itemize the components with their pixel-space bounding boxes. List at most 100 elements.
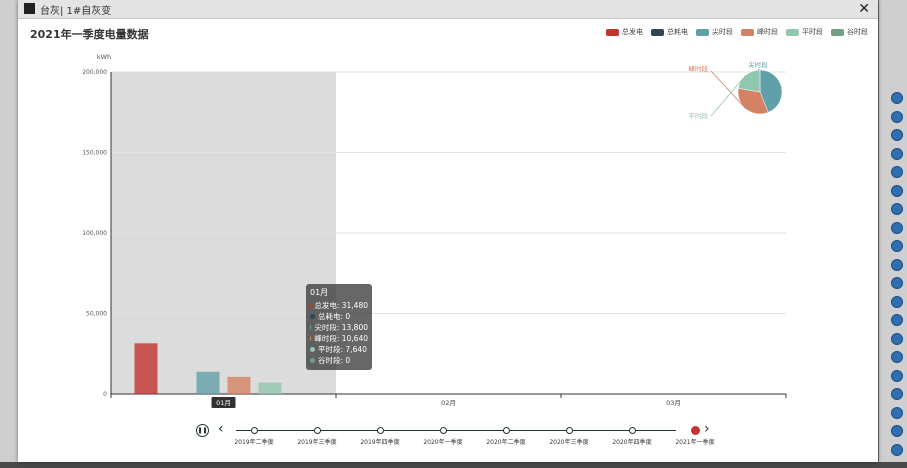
timeline-label[interactable]: 2021年一季度: [675, 439, 715, 446]
x-tick-label: 02月: [441, 399, 456, 407]
tooltip-row: 总发电: 31,480: [310, 300, 368, 311]
background-row-icon: [891, 203, 903, 215]
legend-label: 尖时段: [712, 28, 733, 36]
x-tick-label: 03月: [666, 399, 681, 407]
tooltip-dot: [310, 303, 312, 308]
timeline-label[interactable]: 2020年四季度: [612, 439, 652, 446]
background-row-icon: [891, 240, 903, 252]
chart-tooltip: 01月 总发电: 31,480 总耗电: 0 尖时段: 13,800 峰时段: 10,…: [306, 284, 372, 370]
bar-chart: 0 50,000 100,000 150,000 200,000 kWh 01月 02月 03月…: [82, 53, 787, 408]
y-tick-label: 100,000: [82, 230, 107, 237]
tooltip-row-text: 尖时段: 13,800: [314, 323, 368, 332]
timeline-node[interactable]: [314, 427, 321, 434]
timeline-node[interactable]: [566, 427, 573, 434]
pie-slice: [738, 69, 761, 93]
timeline-node[interactable]: [629, 427, 636, 434]
legend-item[interactable]: 尖时段: [696, 27, 733, 37]
tooltip-dot: [310, 314, 315, 319]
legend-swatch: [831, 28, 844, 36]
timeline-node[interactable]: [377, 427, 384, 434]
background-row-icon: [891, 166, 903, 178]
background-row-icon: [891, 406, 903, 419]
timeline-label[interactable]: 2020年二季度: [486, 439, 526, 446]
y-tick-label: 200,000: [82, 69, 107, 76]
y-axis-unit: kWh: [97, 53, 111, 61]
dialog-titlebar: 台灰| 1#自灰变 ✕: [18, 0, 878, 19]
background-app-right: [879, 0, 907, 468]
pie-label-line: [757, 68, 782, 89]
chart-legend: 总发电 总耗电 尖时段 峰时段 平时段 谷时段: [606, 27, 868, 37]
timeline-node[interactable]: [440, 427, 447, 434]
tooltip-row: 总耗电: 0: [310, 311, 368, 322]
background-app-bottom: [0, 462, 907, 468]
y-tick-label: 50,000: [86, 311, 107, 318]
timeline-track: [236, 430, 676, 431]
legend-label: 峰时段: [757, 28, 778, 36]
pause-icon[interactable]: ❚❚: [196, 424, 209, 437]
pie-label: 平时段: [689, 111, 709, 120]
legend-label: 谷时段: [847, 28, 868, 36]
background-row-icon: [891, 388, 903, 400]
background-row-icon: [891, 147, 903, 160]
background-row-icon: [891, 277, 903, 289]
background-row-icon: [891, 425, 903, 437]
dialog-title: 台灰| 1#自灰变: [40, 6, 112, 17]
legend-swatch: [741, 28, 754, 36]
bar: [227, 376, 251, 394]
legend-item[interactable]: 峰时段: [741, 27, 778, 37]
background-row-icon: [891, 295, 903, 308]
background-row-icon: [891, 129, 903, 141]
background-row-icon: [891, 92, 903, 104]
timeline-label[interactable]: 2019年四季度: [360, 439, 400, 446]
legend-swatch: [606, 28, 619, 36]
x-tick-label: 01月: [216, 399, 231, 407]
timeline-label[interactable]: 2019年二季度: [234, 439, 274, 446]
background-row-icon: [891, 184, 903, 197]
pie-label: 尖时段: [748, 60, 768, 69]
legend-item[interactable]: 总发电: [606, 27, 643, 37]
timeline-node[interactable]: [251, 427, 258, 434]
timeline-label[interactable]: 2019年三季度: [297, 439, 337, 446]
background-app-left: [0, 0, 18, 468]
background-row-icon: [891, 258, 903, 271]
legend-label: 总耗电: [667, 28, 688, 36]
background-row-icon: [891, 332, 903, 345]
timeline-next-icon[interactable]: ›: [704, 421, 710, 437]
tooltip-row-text: 总耗电: 0: [318, 312, 351, 321]
tooltip-row-text: 总发电: 31,480: [314, 301, 368, 310]
tooltip-row: 峰时段: 10,640: [310, 333, 368, 344]
background-row-icon: [891, 351, 903, 363]
tooltip-dot: [310, 325, 312, 330]
y-tick-label: 150,000: [82, 150, 107, 157]
legend-label: 平时段: [802, 28, 823, 36]
legend-swatch: [786, 28, 799, 36]
tooltip-row: 平时段: 7,640: [310, 344, 368, 355]
close-button[interactable]: ✕: [858, 1, 870, 17]
chart-title: 2021年一季度电量数据: [30, 28, 149, 41]
background-row-icon: [891, 369, 903, 382]
background-row-icon: [891, 110, 903, 123]
tooltip-row-text: 平时段: 7,640: [318, 345, 367, 354]
timeline-node[interactable]: [691, 426, 700, 435]
tooltip-row: 尖时段: 13,800: [310, 322, 368, 333]
y-tick-label: 0: [103, 391, 107, 398]
legend-item[interactable]: 谷时段: [831, 27, 868, 37]
window-icon: [24, 3, 35, 14]
legend-swatch: [651, 28, 664, 36]
background-row-icon: [891, 443, 903, 456]
timeline-label[interactable]: 2020年三季度: [549, 439, 589, 446]
legend-item[interactable]: 总耗电: [651, 27, 688, 37]
tooltip-dot: [310, 358, 315, 363]
bar: [258, 382, 282, 394]
pie-label-line: [710, 74, 747, 117]
background-row-icon: [891, 221, 903, 234]
legend-item[interactable]: 平时段: [786, 27, 823, 37]
x-label-highlight: [211, 397, 236, 408]
background-row-icon: [891, 314, 903, 326]
pie-label-line: [710, 70, 747, 110]
timeline: ❚❚ ‹ › 2019年二季度 2019年三季度 2019年四季度 2020年一季度 2…: [196, 420, 716, 450]
timeline-label[interactable]: 2020年一季度: [423, 439, 463, 446]
bar: [134, 343, 158, 394]
timeline-prev-icon[interactable]: ‹: [218, 421, 224, 437]
timeline-node[interactable]: [503, 427, 510, 434]
